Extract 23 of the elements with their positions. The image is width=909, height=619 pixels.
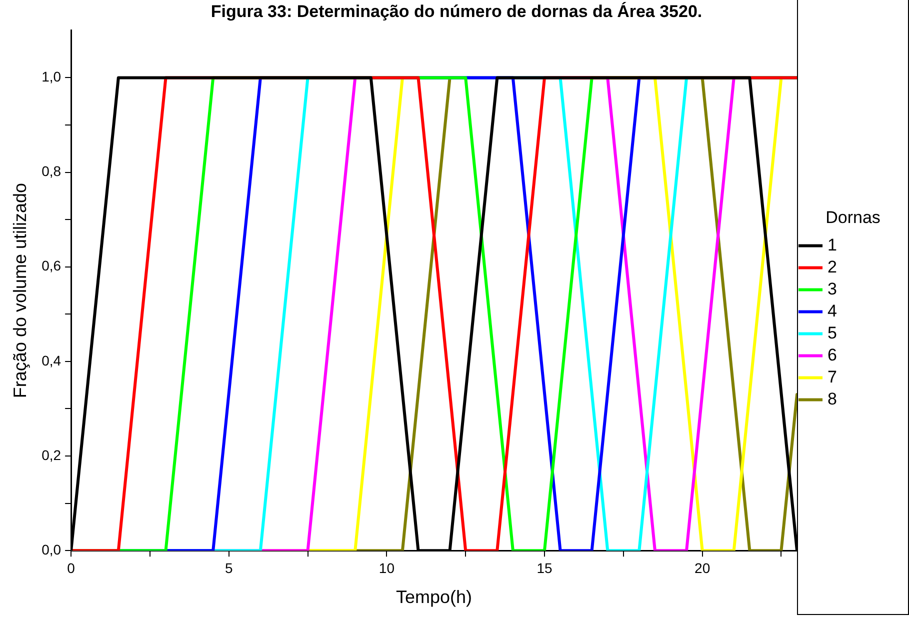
legend-label: 7: [828, 367, 837, 386]
y-axis-title: Fração do volume utilizado: [10, 182, 30, 398]
legend-label: 4: [828, 301, 837, 320]
legend-label: 2: [828, 257, 837, 276]
legend-label: 8: [828, 389, 837, 408]
legend-label: 3: [828, 279, 837, 298]
y-tick-label: 0,8: [42, 163, 62, 180]
legend-label: 1: [828, 235, 837, 254]
legend-label: 5: [828, 323, 837, 342]
y-tick-label: 0,2: [42, 446, 62, 463]
x-tick-label: 10: [378, 560, 395, 576]
x-tick-label: 5: [224, 560, 233, 576]
x-tick-label: 15: [536, 560, 552, 576]
y-tick-label: 0,0: [42, 541, 62, 558]
x-axis-title: Tempo(h): [396, 587, 472, 608]
legend-label: 6: [828, 345, 837, 364]
x-tick-label: 20: [694, 560, 710, 576]
chart-title: Figura 33: Determinação do número de dornas da Área 3520.: [210, 0, 702, 21]
x-tick-label: 0: [67, 560, 76, 576]
legend-title: Dornas: [826, 208, 880, 227]
y-tick-label: 1,0: [42, 68, 62, 85]
y-tick-label: 0,6: [42, 258, 62, 274]
y-tick-label: 0,4: [42, 352, 62, 368]
